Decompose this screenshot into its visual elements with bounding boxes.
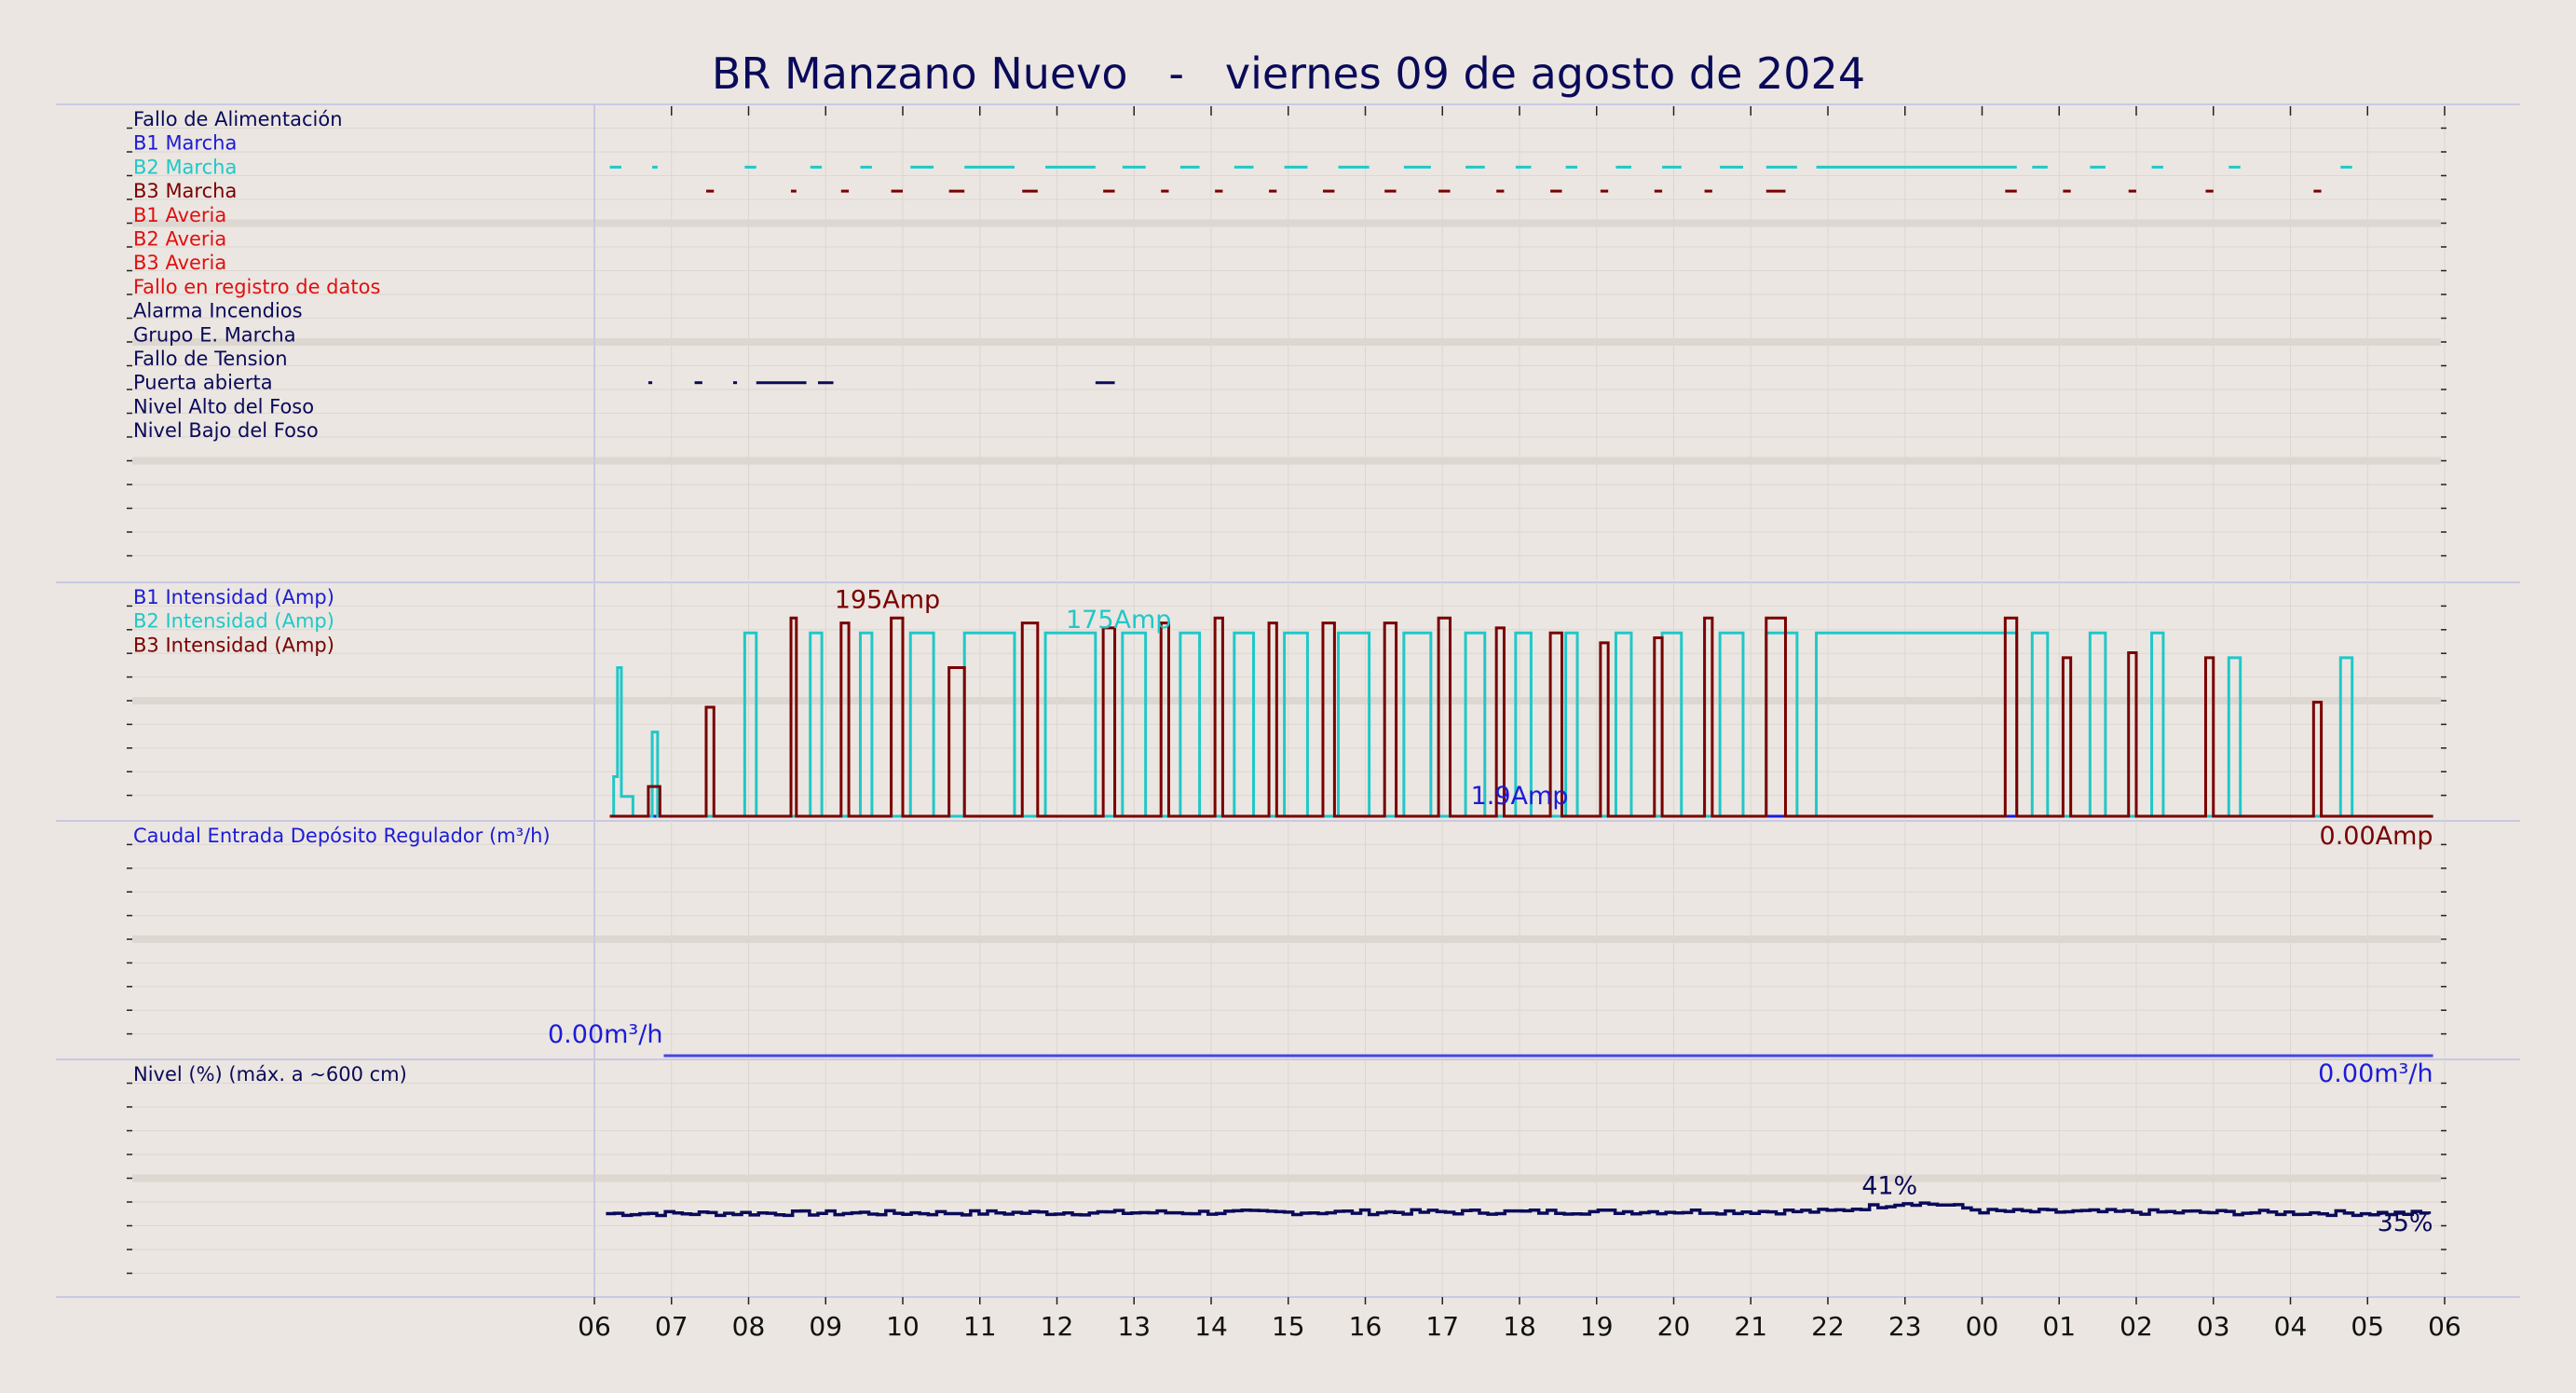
x-tick-label: 10 (886, 1311, 920, 1342)
legend-label: B3 Intensidad (Amp) (133, 634, 334, 656)
data-label: 0.00m³/h (548, 1020, 662, 1049)
legend-label: B2 Intensidad (Amp) (133, 610, 334, 633)
legend-label: Alarma Incendios (133, 300, 303, 322)
x-tick-label: 16 (1349, 1311, 1383, 1342)
x-tick-label: 13 (1117, 1311, 1151, 1342)
legend-label: Nivel Alto del Foso (133, 395, 314, 417)
series-line (609, 616, 2433, 818)
legend-label: Fallo de Alimentación (133, 108, 343, 130)
legend-label: B3 Marcha (133, 180, 237, 202)
x-tick-label: 23 (1888, 1311, 1922, 1342)
x-tick-label: 22 (1811, 1311, 1845, 1342)
x-tick-label: 06 (2428, 1311, 2461, 1342)
data-label: 41% (1861, 1171, 1917, 1200)
data-label: 35% (2378, 1209, 2433, 1237)
legend-label: B1 Averia (133, 204, 226, 226)
legend-label: Nivel (%) (máx. a ~600 cm) (133, 1063, 407, 1086)
x-tick-label: 11 (963, 1311, 997, 1342)
x-tick-label: 02 (2119, 1311, 2153, 1342)
x-tick-label: 21 (1734, 1311, 1767, 1342)
x-tick-label: 04 (2274, 1311, 2308, 1342)
legend-label: Grupo E. Marcha (133, 323, 296, 346)
data-label: 1.9Amp (1471, 782, 1569, 811)
x-tick-label: 00 (1966, 1311, 1999, 1342)
legend-label: B2 Marcha (133, 156, 237, 178)
legend-label: Caudal Entrada Depósito Regulador (m³/h) (133, 825, 551, 847)
x-tick-label: 19 (1580, 1311, 1614, 1342)
x-tick-label: 17 (1425, 1311, 1459, 1342)
series-line (609, 631, 2433, 818)
legend-label: B2 Averia (133, 228, 226, 251)
data-label: 0.00m³/h (2318, 1059, 2433, 1088)
x-tick-label: 05 (2351, 1311, 2384, 1342)
x-tick-label: 12 (1041, 1311, 1074, 1342)
legend-label: Fallo de Tension (133, 348, 288, 370)
x-tick-label: 01 (2042, 1311, 2076, 1342)
x-tick-label: 07 (655, 1311, 688, 1342)
data-label: 175Amp (1066, 606, 1171, 635)
x-tick-label: 08 (732, 1311, 766, 1342)
x-tick-label: 03 (2197, 1311, 2230, 1342)
x-tick-label: 06 (578, 1311, 611, 1342)
x-tick-label: 15 (1272, 1311, 1305, 1342)
x-tick-label: 18 (1503, 1311, 1536, 1342)
legend-label: B1 Intensidad (Amp) (133, 586, 334, 608)
series-line (606, 1201, 2432, 1218)
data-label: 0.00Amp (2320, 822, 2433, 851)
legend-label: Puerta abierta (133, 372, 273, 394)
x-tick-label: 09 (809, 1311, 842, 1342)
x-tick-label: 14 (1194, 1311, 1228, 1342)
data-label: 195Amp (835, 586, 940, 615)
x-tick-label: 20 (1657, 1311, 1691, 1342)
legend-label: B3 Averia (133, 252, 226, 274)
legend-label: Fallo en registro de datos (133, 276, 380, 298)
legend-label: Nivel Bajo del Foso (133, 419, 319, 442)
legend-label: B1 Marcha (133, 132, 237, 155)
chart-title: BR Manzano Nuevo - viernes 09 de agosto … (712, 48, 1865, 99)
